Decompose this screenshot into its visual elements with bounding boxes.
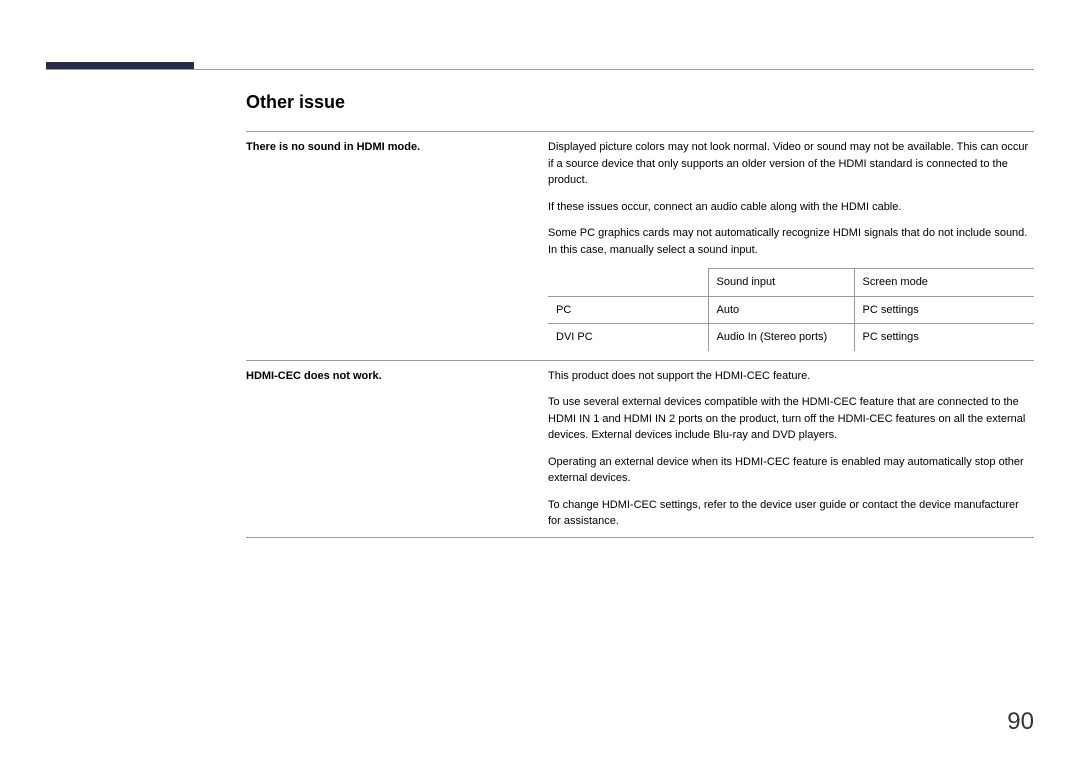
issue-label: HDMI-CEC does not work. [246, 368, 548, 530]
issue-paragraph: If these issues occur, connect an audio … [548, 199, 1034, 216]
issue-row: There is no sound in HDMI mode. Displaye… [246, 131, 1034, 361]
issue-paragraph: This product does not support the HDMI-C… [548, 368, 1034, 385]
table-row: PC Auto PC settings [548, 296, 1034, 324]
section-title: Other issue [246, 92, 1034, 113]
main-content: Other issue There is no sound in HDMI mo… [246, 92, 1034, 538]
table-cell: PC settings [854, 324, 1034, 351]
page-number: 90 [1007, 708, 1034, 736]
table-cell: DVI PC [548, 324, 708, 351]
table-cell [548, 269, 708, 297]
top-rule [46, 69, 1034, 70]
table-cell: PC [548, 296, 708, 324]
table-cell: Auto [708, 296, 854, 324]
table-cell: Sound input [708, 269, 854, 297]
table-cell: PC settings [854, 296, 1034, 324]
table-row: DVI PC Audio In (Stereo ports) PC settin… [548, 324, 1034, 351]
issue-row: HDMI-CEC does not work. This product doe… [246, 361, 1034, 538]
table-cell: Screen mode [854, 269, 1034, 297]
issue-paragraph: Operating an external device when its HD… [548, 454, 1034, 487]
issue-paragraph: Displayed picture colors may not look no… [548, 139, 1034, 189]
issue-label: There is no sound in HDMI mode. [246, 139, 548, 353]
issue-paragraph: To change HDMI-CEC settings, refer to th… [548, 497, 1034, 530]
table-cell: Audio In (Stereo ports) [708, 324, 854, 351]
issue-paragraph: To use several external devices compatib… [548, 394, 1034, 444]
issue-paragraph: Some PC graphics cards may not automatic… [548, 225, 1034, 258]
issue-content: Displayed picture colors may not look no… [548, 139, 1034, 353]
sound-input-table: Sound input Screen mode PC Auto PC setti… [548, 268, 1034, 351]
issue-content: This product does not support the HDMI-C… [548, 368, 1034, 530]
table-row: Sound input Screen mode [548, 269, 1034, 297]
